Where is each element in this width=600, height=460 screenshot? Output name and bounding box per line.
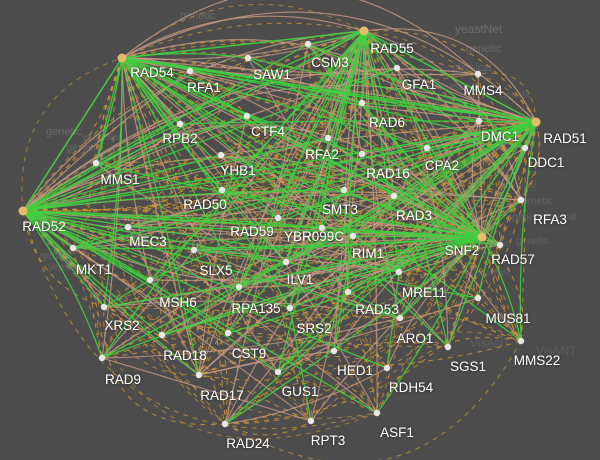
graph-node-mre11[interactable] xyxy=(395,268,403,276)
graph-node-mec3[interactable] xyxy=(124,223,132,231)
graph-node-rfa1[interactable] xyxy=(186,67,194,75)
graph-node-ddc1[interactable] xyxy=(521,144,529,152)
graph-node-rad51[interactable] xyxy=(531,117,541,127)
graph-node-rfa3[interactable] xyxy=(517,196,525,204)
graph-node-rad3[interactable] xyxy=(390,192,398,200)
graph-node-mms1[interactable] xyxy=(92,159,100,167)
graph-node-rad50[interactable] xyxy=(218,186,226,194)
graph-node-mkt1[interactable] xyxy=(69,244,77,252)
graph-node-rfa2[interactable] xyxy=(324,134,332,142)
graph-node-gfa1[interactable] xyxy=(393,64,401,72)
graph-node-rad59[interactable] xyxy=(274,214,282,222)
graph-node-rad57[interactable] xyxy=(496,241,504,249)
graph-node-rad9[interactable] xyxy=(98,354,106,362)
graph-node-rad52[interactable] xyxy=(18,206,28,216)
graph-node-aro1[interactable] xyxy=(396,314,404,322)
graph-node-asf1[interactable] xyxy=(373,409,381,417)
graph-node-gus1[interactable] xyxy=(274,368,282,376)
graph-node-ctf4[interactable] xyxy=(243,112,251,120)
node-layer[interactable] xyxy=(18,26,541,428)
graph-node-rad55[interactable] xyxy=(359,26,369,36)
graph-node-dmc1[interactable] xyxy=(475,117,483,125)
graph-node-yhb1[interactable] xyxy=(217,151,225,159)
graph-node-mms4[interactable] xyxy=(474,70,482,78)
graph-node-rad53[interactable] xyxy=(344,288,352,296)
graph-node-slx5[interactable] xyxy=(190,246,198,254)
graph-node-rad17[interactable] xyxy=(195,371,203,379)
graph-node-mus81[interactable] xyxy=(474,294,482,302)
graph-node-mms22[interactable] xyxy=(517,337,525,345)
graph-node-sgs1[interactable] xyxy=(444,343,452,351)
graph-node-saw1[interactable] xyxy=(244,54,252,62)
graph-node-rad6[interactable] xyxy=(358,99,366,107)
graph-node-hed1[interactable] xyxy=(330,347,338,355)
graph-node-rad16[interactable] xyxy=(358,150,366,158)
graph-node-msh6[interactable] xyxy=(146,276,154,284)
graph-node-cpa2[interactable] xyxy=(423,144,431,152)
graph-node-ilv1[interactable] xyxy=(282,258,290,266)
graph-node-rpa135[interactable] xyxy=(235,283,243,291)
graph-node-snf2[interactable] xyxy=(477,232,487,242)
graph-node-ybr099c[interactable] xyxy=(318,224,326,232)
graph-node-rdh54[interactable] xyxy=(383,364,391,372)
graph-node-rpt3[interactable] xyxy=(307,417,315,425)
graph-node-smt3[interactable] xyxy=(340,186,348,194)
graph-node-csm3[interactable] xyxy=(304,40,312,48)
graph-node-rad24[interactable] xyxy=(221,420,229,428)
graph-node-xrs2[interactable] xyxy=(100,303,108,311)
graph-node-rad18[interactable] xyxy=(158,331,166,339)
graph-node-rpb2[interactable] xyxy=(176,120,184,128)
graph-node-rim1[interactable] xyxy=(349,232,357,240)
graph-node-rad54[interactable] xyxy=(117,53,127,63)
graph-node-cst9[interactable] xyxy=(224,329,232,337)
graph-node-srs2[interactable] xyxy=(286,304,294,312)
